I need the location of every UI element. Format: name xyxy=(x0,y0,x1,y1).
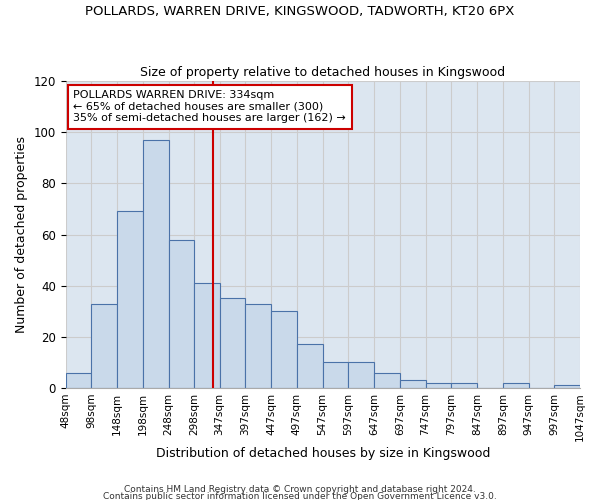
Bar xyxy=(400,380,425,388)
Bar xyxy=(554,386,580,388)
Bar xyxy=(451,383,477,388)
Bar xyxy=(297,344,323,388)
Bar xyxy=(503,383,529,388)
Bar xyxy=(349,362,374,388)
Bar xyxy=(220,298,245,388)
Bar xyxy=(143,140,169,388)
Y-axis label: Number of detached properties: Number of detached properties xyxy=(15,136,28,333)
Bar xyxy=(91,304,117,388)
Title: Size of property relative to detached houses in Kingswood: Size of property relative to detached ho… xyxy=(140,66,505,78)
Bar xyxy=(194,283,220,388)
Bar xyxy=(425,383,451,388)
Text: Contains public sector information licensed under the Open Government Licence v3: Contains public sector information licen… xyxy=(103,492,497,500)
Bar xyxy=(169,240,194,388)
Text: Contains HM Land Registry data © Crown copyright and database right 2024.: Contains HM Land Registry data © Crown c… xyxy=(124,486,476,494)
Bar xyxy=(271,311,297,388)
Bar xyxy=(245,304,271,388)
Bar xyxy=(374,372,400,388)
Bar xyxy=(323,362,349,388)
Bar xyxy=(117,212,143,388)
Bar xyxy=(65,372,91,388)
Text: POLLARDS WARREN DRIVE: 334sqm
← 65% of detached houses are smaller (300)
35% of : POLLARDS WARREN DRIVE: 334sqm ← 65% of d… xyxy=(73,90,346,124)
X-axis label: Distribution of detached houses by size in Kingswood: Distribution of detached houses by size … xyxy=(155,447,490,460)
Text: POLLARDS, WARREN DRIVE, KINGSWOOD, TADWORTH, KT20 6PX: POLLARDS, WARREN DRIVE, KINGSWOOD, TADWO… xyxy=(85,5,515,18)
